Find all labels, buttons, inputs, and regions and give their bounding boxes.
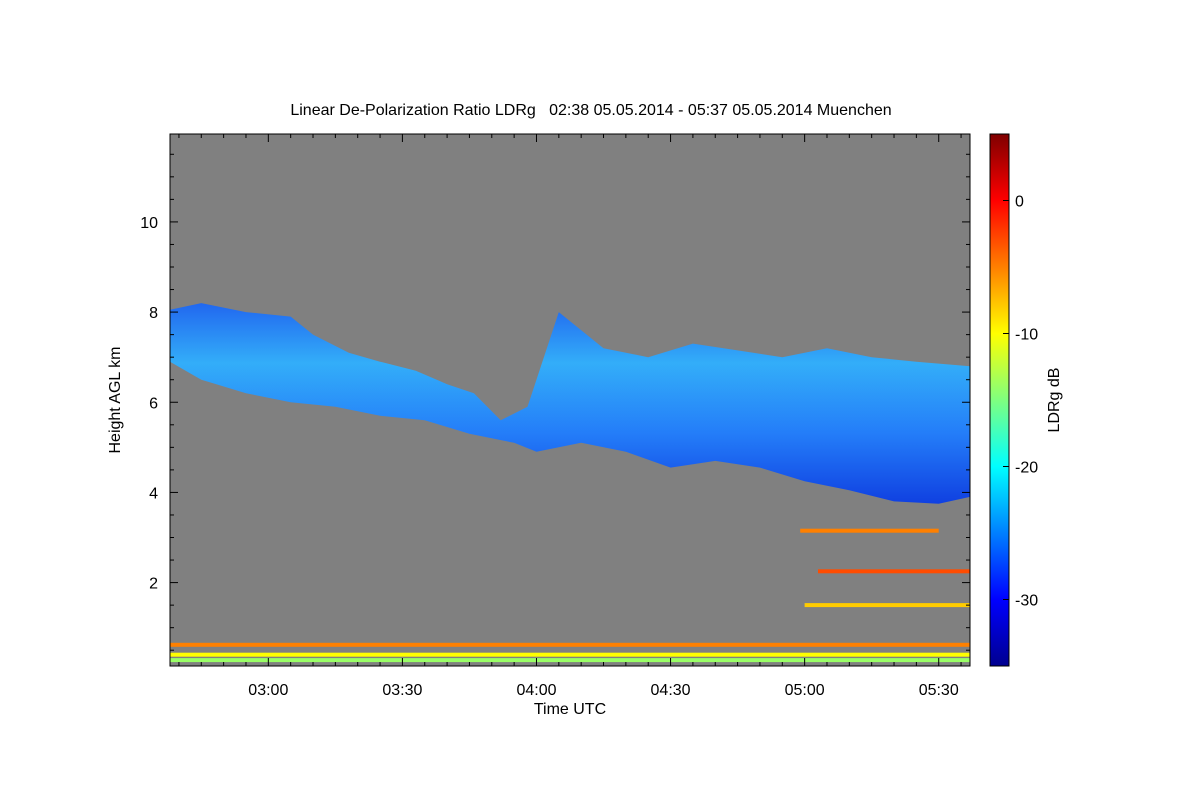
colorbar-tick-label: 0 (1015, 194, 1024, 211)
y-tick-label: 6 (149, 395, 158, 412)
y-tick-label: 10 (140, 215, 158, 232)
y-tick-label: 8 (149, 305, 158, 322)
x-axis-label: Time UTC (534, 701, 606, 718)
x-tick-label: 05:30 (919, 682, 959, 699)
x-tick-label: 03:30 (382, 682, 422, 699)
colorbar-tick-label: -30 (1015, 593, 1038, 610)
x-tick-label: 04:00 (516, 682, 556, 699)
low-layer-band (170, 652, 970, 657)
x-tick-label: 05:00 (785, 682, 825, 699)
colorbar-gradient (989, 133, 1010, 667)
colorbar-tick-label: -10 (1015, 327, 1038, 344)
cirrus-cloud-layer (170, 303, 970, 504)
x-tick-label: 03:00 (248, 682, 288, 699)
colorbar-tick-label: -20 (1015, 460, 1038, 477)
y-axis-label: Height AGL km (107, 346, 124, 453)
x-tick-label: 04:30 (651, 682, 691, 699)
colorbar-label: LDRg dB (1046, 368, 1063, 433)
low-layer-band (170, 658, 970, 663)
y-axis: 2 4 6 8 10 (140, 153, 970, 651)
x-axis: 03:00 03:30 04:00 04:30 05:00 05:30 (178, 134, 962, 699)
low-layer-band (818, 569, 970, 574)
plot-area (169, 133, 971, 667)
plot-frame (169, 133, 971, 667)
colorbar: 0 -10 -20 -30 LDRg dB (989, 133, 1063, 667)
y-tick-label: 4 (149, 485, 158, 502)
low-layer-band (804, 603, 970, 608)
low-layer-band (800, 528, 939, 533)
chart-title: Linear De-Polarization Ratio LDRg 02:38 … (290, 102, 891, 119)
low-layer-band (170, 642, 970, 647)
y-tick-label: 2 (149, 576, 158, 593)
